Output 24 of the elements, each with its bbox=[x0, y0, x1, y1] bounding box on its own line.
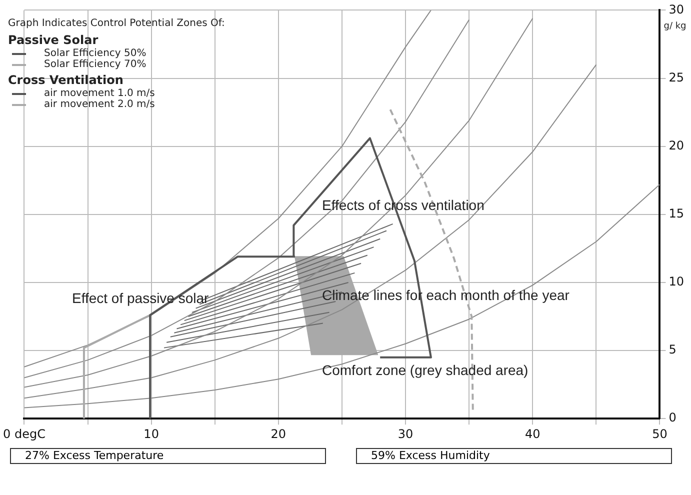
text: 27% Excess Temperature bbox=[10, 448, 326, 464]
y-tick-label: 15 bbox=[668, 206, 684, 221]
legend-label: air movement 1.0 m/s bbox=[44, 88, 155, 99]
annotation: Comfort zone (grey shaded area) bbox=[321, 362, 530, 378]
x-tick-label: 30 bbox=[398, 426, 414, 441]
y-axis-title: g/ kg bbox=[664, 22, 686, 32]
x-tick-label: 20 bbox=[270, 426, 286, 441]
legend-label: Solar Efficiency 50% bbox=[44, 48, 146, 59]
y-tick-label: 5 bbox=[668, 342, 676, 357]
annotation: Cross Ventilation bbox=[8, 73, 124, 87]
y-tick-label: 25 bbox=[668, 70, 684, 84]
x-tick-label: 0 degC bbox=[2, 426, 46, 441]
legend-label: air movement 2.0 m/s bbox=[44, 99, 155, 110]
annotation: Passive Solar bbox=[8, 33, 100, 47]
y-tick-label: 0 bbox=[668, 410, 676, 425]
y-tick-label: 20 bbox=[668, 138, 684, 152]
x-tick-label: 50 bbox=[652, 426, 668, 441]
text: 59% Excess Humidity bbox=[356, 448, 672, 464]
legend-label: Solar Efficiency 70% bbox=[44, 59, 146, 70]
y-tick-label: 10 bbox=[668, 274, 684, 289]
x-tick-label: 40 bbox=[524, 426, 540, 441]
y-tick-label: 30 bbox=[668, 2, 684, 16]
text: Graph Indicates Control Potential Zones Of: bbox=[8, 18, 225, 29]
x-tick-label: 10 bbox=[144, 426, 159, 441]
